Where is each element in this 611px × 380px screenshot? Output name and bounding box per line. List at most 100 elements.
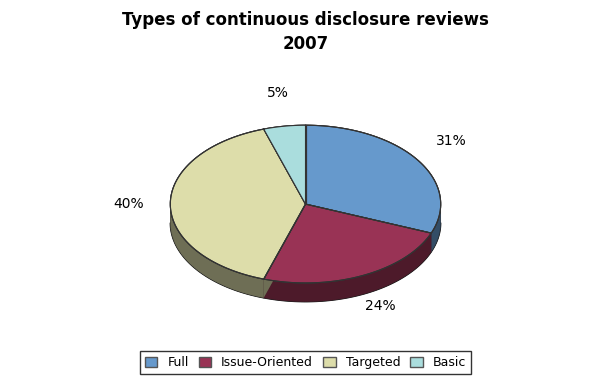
Polygon shape xyxy=(345,279,347,298)
Polygon shape xyxy=(423,242,424,262)
Polygon shape xyxy=(406,256,408,275)
Polygon shape xyxy=(266,279,268,299)
Polygon shape xyxy=(190,245,192,266)
Polygon shape xyxy=(380,269,382,289)
Polygon shape xyxy=(397,262,398,281)
Polygon shape xyxy=(236,272,239,291)
Polygon shape xyxy=(415,249,417,269)
Polygon shape xyxy=(393,263,395,283)
Polygon shape xyxy=(337,280,339,299)
Polygon shape xyxy=(280,282,282,301)
Polygon shape xyxy=(401,259,402,279)
Polygon shape xyxy=(248,276,251,295)
Polygon shape xyxy=(360,276,362,295)
Polygon shape xyxy=(170,206,264,298)
Polygon shape xyxy=(264,125,306,204)
Polygon shape xyxy=(378,270,380,289)
Legend: Full, Issue-Oriented, Targeted, Basic: Full, Issue-Oriented, Targeted, Basic xyxy=(140,351,471,374)
Polygon shape xyxy=(257,278,260,297)
Polygon shape xyxy=(315,283,316,302)
Polygon shape xyxy=(170,129,306,279)
Polygon shape xyxy=(254,277,257,296)
Polygon shape xyxy=(310,283,312,302)
Polygon shape xyxy=(264,204,306,298)
Polygon shape xyxy=(294,283,296,301)
Polygon shape xyxy=(292,283,294,301)
Polygon shape xyxy=(412,252,413,272)
Polygon shape xyxy=(376,271,378,290)
Polygon shape xyxy=(176,227,177,247)
Polygon shape xyxy=(264,233,431,302)
Polygon shape xyxy=(368,274,370,293)
Polygon shape xyxy=(216,263,219,283)
Polygon shape xyxy=(323,282,324,301)
Polygon shape xyxy=(366,274,368,293)
Polygon shape xyxy=(373,272,375,291)
Polygon shape xyxy=(316,283,318,301)
Polygon shape xyxy=(424,241,425,261)
Text: 40%: 40% xyxy=(114,197,144,211)
Polygon shape xyxy=(177,229,178,249)
Polygon shape xyxy=(392,264,393,283)
Polygon shape xyxy=(288,282,290,301)
Polygon shape xyxy=(375,271,376,291)
Polygon shape xyxy=(264,204,431,283)
Polygon shape xyxy=(242,274,244,293)
Polygon shape xyxy=(433,229,434,249)
Polygon shape xyxy=(419,246,420,266)
Polygon shape xyxy=(309,283,310,302)
Polygon shape xyxy=(239,272,242,292)
Polygon shape xyxy=(214,262,216,282)
Polygon shape xyxy=(173,219,174,240)
Polygon shape xyxy=(264,204,306,298)
Polygon shape xyxy=(186,242,188,262)
Polygon shape xyxy=(224,267,227,287)
Polygon shape xyxy=(244,274,248,294)
Polygon shape xyxy=(194,249,196,269)
Polygon shape xyxy=(354,277,356,296)
Polygon shape xyxy=(298,283,300,302)
Polygon shape xyxy=(382,269,384,288)
Polygon shape xyxy=(174,223,175,244)
Polygon shape xyxy=(318,282,321,301)
Polygon shape xyxy=(284,282,286,301)
Polygon shape xyxy=(192,247,194,267)
Polygon shape xyxy=(414,250,415,270)
Polygon shape xyxy=(182,236,183,257)
Polygon shape xyxy=(364,275,366,294)
Polygon shape xyxy=(331,281,333,300)
Polygon shape xyxy=(431,205,441,252)
Polygon shape xyxy=(362,275,364,294)
Polygon shape xyxy=(335,281,337,300)
Polygon shape xyxy=(222,266,224,286)
Polygon shape xyxy=(422,243,423,263)
Polygon shape xyxy=(312,283,315,302)
Polygon shape xyxy=(188,243,190,264)
Polygon shape xyxy=(286,282,288,301)
Polygon shape xyxy=(198,252,200,272)
Text: Types of continuous disclosure reviews: Types of continuous disclosure reviews xyxy=(122,11,489,29)
Polygon shape xyxy=(339,280,341,299)
Polygon shape xyxy=(306,125,441,233)
Polygon shape xyxy=(170,223,441,302)
Polygon shape xyxy=(402,258,404,278)
Polygon shape xyxy=(170,129,306,279)
Polygon shape xyxy=(430,233,431,253)
Polygon shape xyxy=(211,261,214,281)
Polygon shape xyxy=(321,282,323,301)
Polygon shape xyxy=(306,125,441,233)
Polygon shape xyxy=(417,248,418,268)
Polygon shape xyxy=(434,226,436,246)
Polygon shape xyxy=(304,283,306,302)
Polygon shape xyxy=(251,276,254,296)
Polygon shape xyxy=(227,268,230,288)
Polygon shape xyxy=(175,225,176,245)
Polygon shape xyxy=(207,258,209,278)
Polygon shape xyxy=(264,125,306,204)
Polygon shape xyxy=(272,280,274,299)
Polygon shape xyxy=(200,253,202,274)
Polygon shape xyxy=(421,244,422,264)
Polygon shape xyxy=(371,272,373,292)
Polygon shape xyxy=(429,235,430,255)
Polygon shape xyxy=(432,230,433,250)
